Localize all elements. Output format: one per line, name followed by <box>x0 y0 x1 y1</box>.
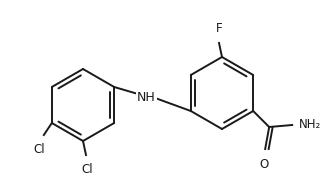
Text: NH: NH <box>137 91 156 104</box>
Text: Cl: Cl <box>33 143 45 156</box>
Text: Cl: Cl <box>81 163 93 176</box>
Text: O: O <box>259 158 269 171</box>
Text: F: F <box>216 22 222 35</box>
Text: NH₂: NH₂ <box>299 119 322 132</box>
